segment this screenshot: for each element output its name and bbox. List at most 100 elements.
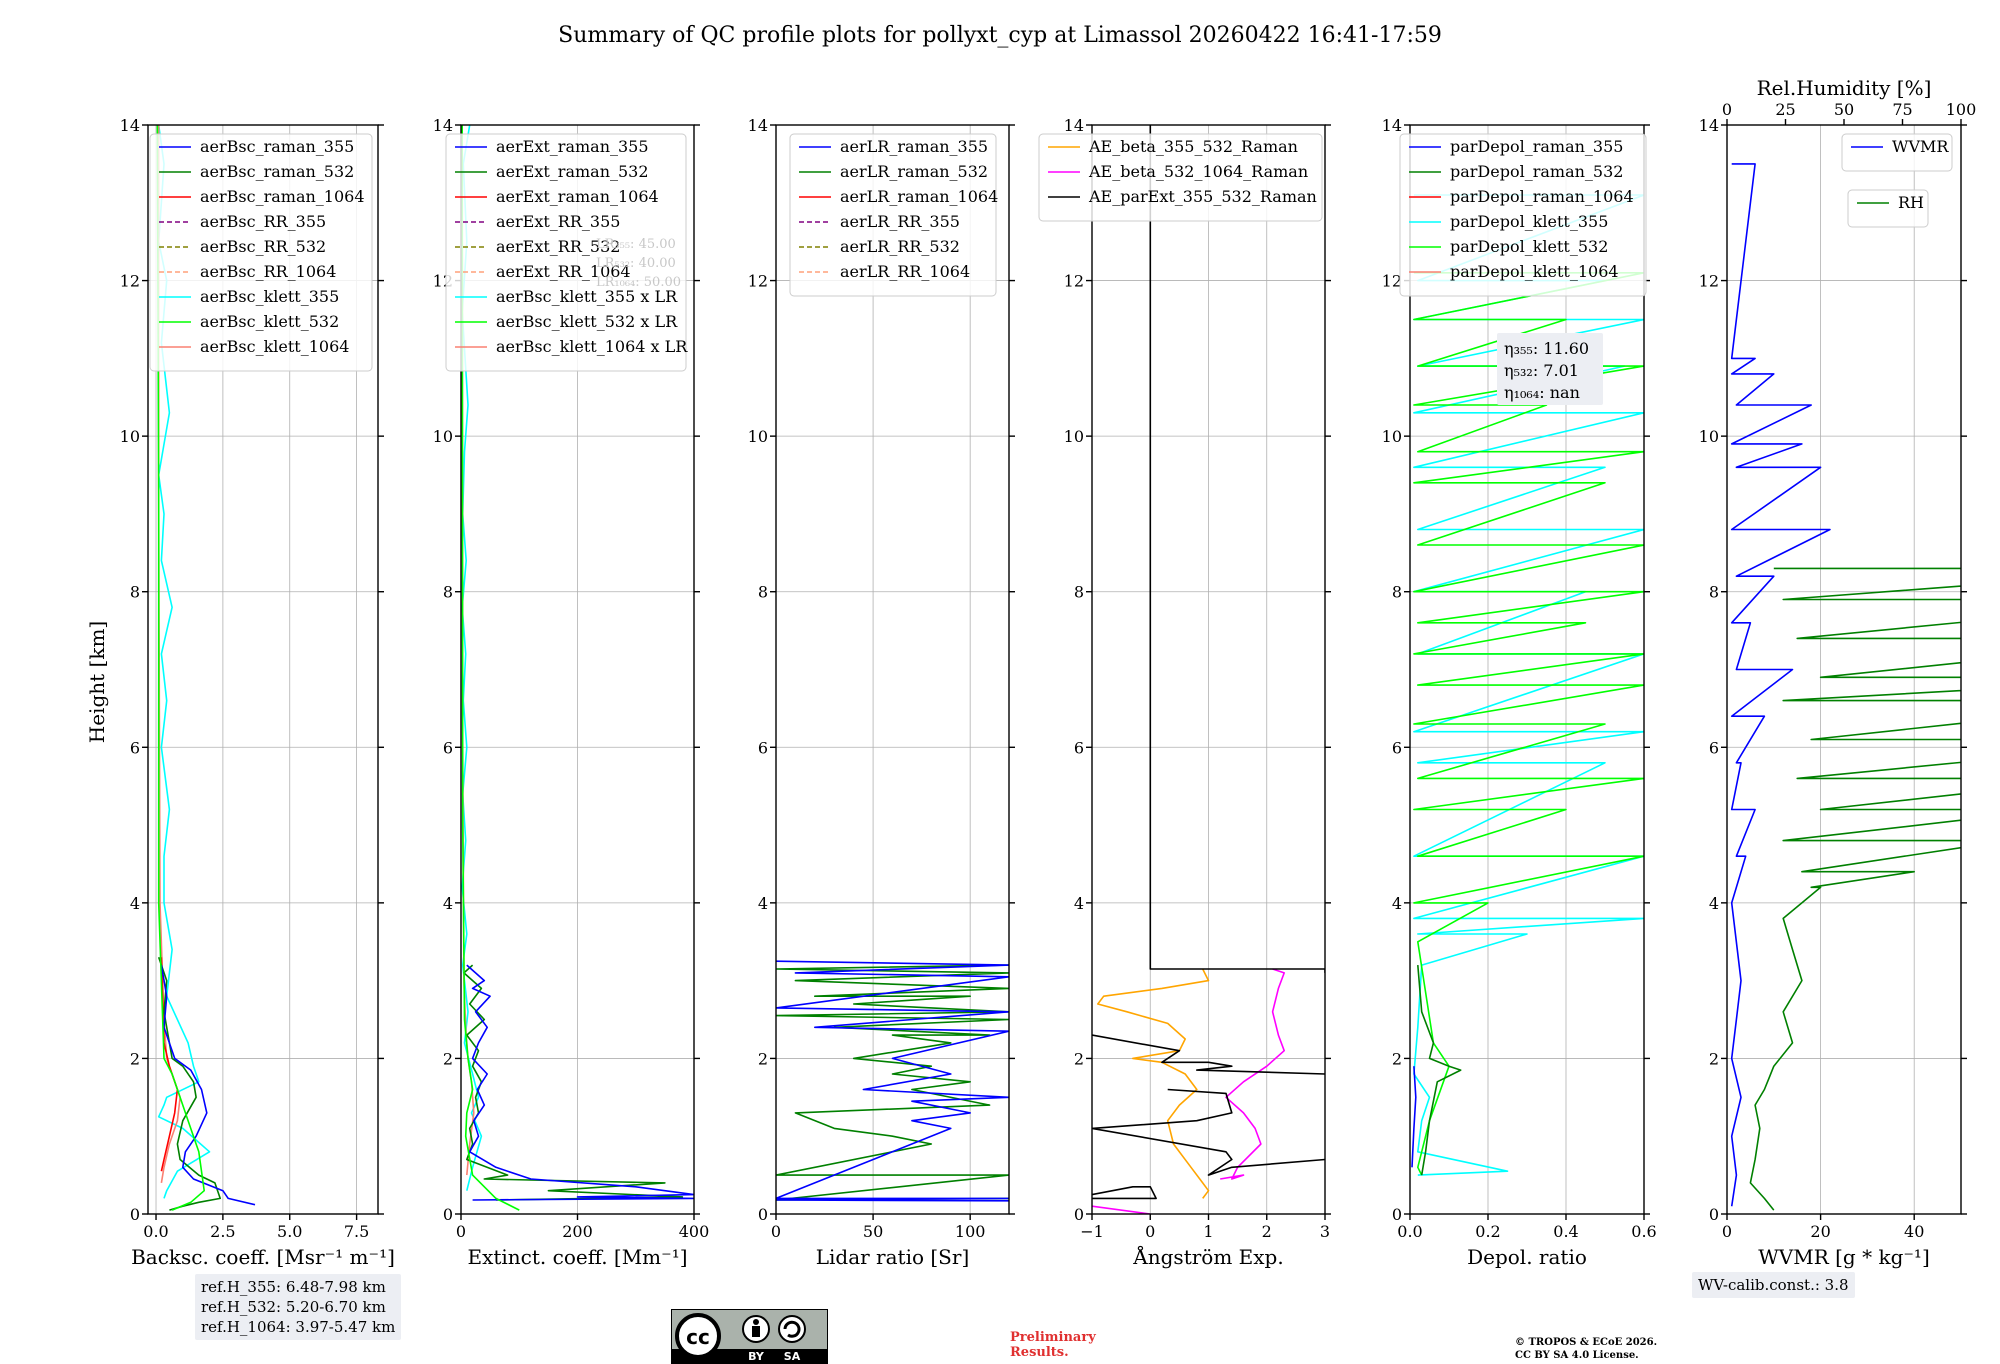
cc-license-badge: cc BY SA — [671, 1309, 828, 1364]
legend-label: aerBsc_klett_1064 — [200, 337, 349, 356]
x-tick-label: 2 — [1262, 1222, 1272, 1241]
x-tick-label: 200 — [562, 1222, 593, 1241]
x-tick-label: 0.6 — [1631, 1222, 1656, 1241]
series-aerBsc_raman_1064 — [160, 957, 179, 1172]
legend-label: AE_beta_355_532_Raman — [1088, 137, 1298, 156]
y-tick-label: 6 — [130, 738, 140, 757]
x-axis-label: WVMR [g * kg⁻¹] — [1758, 1245, 1930, 1269]
y-tick-label: 10 — [1699, 427, 1719, 446]
y-tick-label: 10 — [1382, 427, 1402, 446]
y-tick-label: 10 — [1064, 427, 1084, 446]
x-tick-label: 7.5 — [344, 1222, 369, 1241]
license-by: BY — [748, 1350, 765, 1363]
top-tick-label: 100 — [1946, 100, 1977, 119]
reference-height-box: ref.H_355: 6.48-7.98 km ref.H_532: 5.20-… — [195, 1274, 402, 1340]
legend-label: aerExt_raman_532 — [496, 162, 649, 181]
series-aerBsc_klett_355 — [157, 125, 211, 1199]
legend-label: aerBsc_raman_355 — [200, 137, 354, 156]
series-aerBsc_klett_532 — [156, 125, 205, 1211]
series-group — [1730, 163, 1961, 1211]
copyright-line-2: CC BY SA 4.0 License. — [1515, 1350, 1639, 1361]
legend-label: parDepol_klett_532 — [1450, 237, 1608, 256]
y-tick-label: 10 — [433, 427, 453, 446]
y-tick-label: 14 — [748, 116, 768, 135]
y-tick-label: 8 — [1074, 583, 1084, 602]
legend-label: parDepol_raman_355 — [1450, 137, 1623, 156]
legend-label: aerExt_RR_1064 — [496, 262, 631, 281]
preliminary-note: Preliminary Results. — [1010, 1330, 1130, 1360]
x-tick-label: 3 — [1320, 1222, 1330, 1241]
legend-label: aerLR_raman_1064 — [840, 187, 998, 206]
x-axis-label: Backsc. coeff. [Msr⁻¹ m⁻¹] — [131, 1245, 395, 1269]
legend-frame — [1038, 133, 1323, 222]
x-tick-label: 50 — [863, 1222, 883, 1241]
legend-label: aerExt_raman_355 — [496, 137, 649, 156]
panel-lidar_ratio: 0 2 4 6 8 10 12 14 0 50 100 Lidar ratio [Sr] aerLR_r… — [748, 116, 1015, 1269]
series-parDepol_raman_355 — [1411, 1066, 1417, 1168]
series-group — [1411, 194, 1644, 1176]
panel-backscatter: 0 2 4 6 8 10 12 14 0.0 2.5 5.0 7.5 Backsc. coeff. [M… — [120, 116, 395, 1269]
legend: aerExt_raman_355 aerExt_raman_532 aerExt_r… — [445, 133, 688, 372]
legend-label: parDepol_raman_1064 — [1450, 187, 1634, 206]
legend-label: aerExt_raman_1064 — [496, 187, 659, 206]
copyright-line-1: © TROPOS & ECoE 2026. — [1515, 1337, 1658, 1348]
y-tick-label: 2 — [1392, 1049, 1402, 1068]
y-tick-label: 2 — [758, 1049, 768, 1068]
y-tick-label: 0 — [130, 1205, 140, 1224]
y-tick-label: 6 — [1392, 738, 1402, 757]
top-tick-label: 0 — [1722, 100, 1732, 119]
legend-label: aerLR_raman_532 — [840, 162, 988, 181]
ref-height-355: ref.H_355: 6.48-7.98 km — [201, 1278, 386, 1296]
figure-title: Summary of QC profile plots for pollyxt_… — [558, 23, 1442, 48]
x-tick-label: 5.0 — [277, 1222, 302, 1241]
legend-label: aerBsc_RR_532 — [200, 237, 326, 256]
series-parDepol_raman_532 — [1417, 965, 1462, 1176]
series-AE_beta_532_1064_Raman — [1220, 968, 1285, 1180]
legend: AE_beta_355_532_Raman AE_beta_532_1064_Ra… — [1038, 133, 1323, 222]
y-tick-label: 12 — [120, 272, 140, 291]
series-AE_parExt_355_532_Raman — [1149, 125, 1325, 973]
series-aerLR_raman_532 — [776, 964, 1009, 1201]
copyright-note: © TROPOS & ECoE 2026. CC BY SA 4.0 Licen… — [1515, 1336, 1715, 1362]
y-tick-label: 12 — [1382, 272, 1402, 291]
y-tick-label: 6 — [1709, 738, 1719, 757]
wv-calib-box: WV-calib.const.: 3.8 — [1692, 1272, 1855, 1298]
series-group — [156, 125, 256, 1211]
y-tick-label: 14 — [1064, 116, 1084, 135]
y-tick-label: 4 — [1709, 894, 1719, 913]
legend-frame — [1841, 133, 1953, 172]
eta-label: η₅₃₂: 7.01 — [1504, 361, 1579, 380]
legend: aerBsc_raman_355 aerBsc_raman_532 aerBsc_r… — [149, 133, 373, 372]
x-tick-label: 0.2 — [1475, 1222, 1500, 1241]
legend-label: aerLR_RR_1064 — [840, 262, 970, 281]
legend-frame — [789, 133, 997, 297]
x-tick-label: 20 — [1810, 1222, 1830, 1241]
y-tick-label: 14 — [433, 116, 453, 135]
x-tick-label: 0.4 — [1553, 1222, 1578, 1241]
x-tick-label: 40 — [1904, 1222, 1924, 1241]
y-tick-label: 12 — [748, 272, 768, 291]
y-tick-label: 14 — [1699, 116, 1719, 135]
series-group — [1092, 125, 1325, 1214]
legend-label: AE_beta_532_1064_Raman — [1088, 162, 1308, 181]
lidar-ratio-label: LR₁₀₆₄: 50.00 — [596, 275, 681, 290]
x-axis-label: Ångström Exp. — [1132, 1244, 1283, 1269]
legend-frame — [1847, 189, 1929, 228]
y-tick-label: 4 — [130, 894, 140, 913]
series-aerBsc_klett_532 x LR — [461, 125, 520, 1211]
series-parDepol_klett_532 — [1413, 271, 1644, 1176]
y-tick-label: 4 — [758, 894, 768, 913]
legend-label: RH — [1898, 193, 1924, 212]
y-tick-label: 14 — [1382, 116, 1402, 135]
legend-label: parDepol_raman_532 — [1450, 162, 1623, 181]
series-aerExt_raman_532 — [463, 964, 684, 1201]
legend-label: aerBsc_klett_532 x LR — [496, 312, 678, 331]
y-tick-label: 8 — [1709, 583, 1719, 602]
legend-label: aerBsc_raman_1064 — [200, 187, 365, 206]
x-tick-label: 0 — [456, 1222, 466, 1241]
series-parDepol_klett_355 — [1413, 194, 1644, 1176]
y-tick-label: 4 — [1392, 894, 1402, 913]
